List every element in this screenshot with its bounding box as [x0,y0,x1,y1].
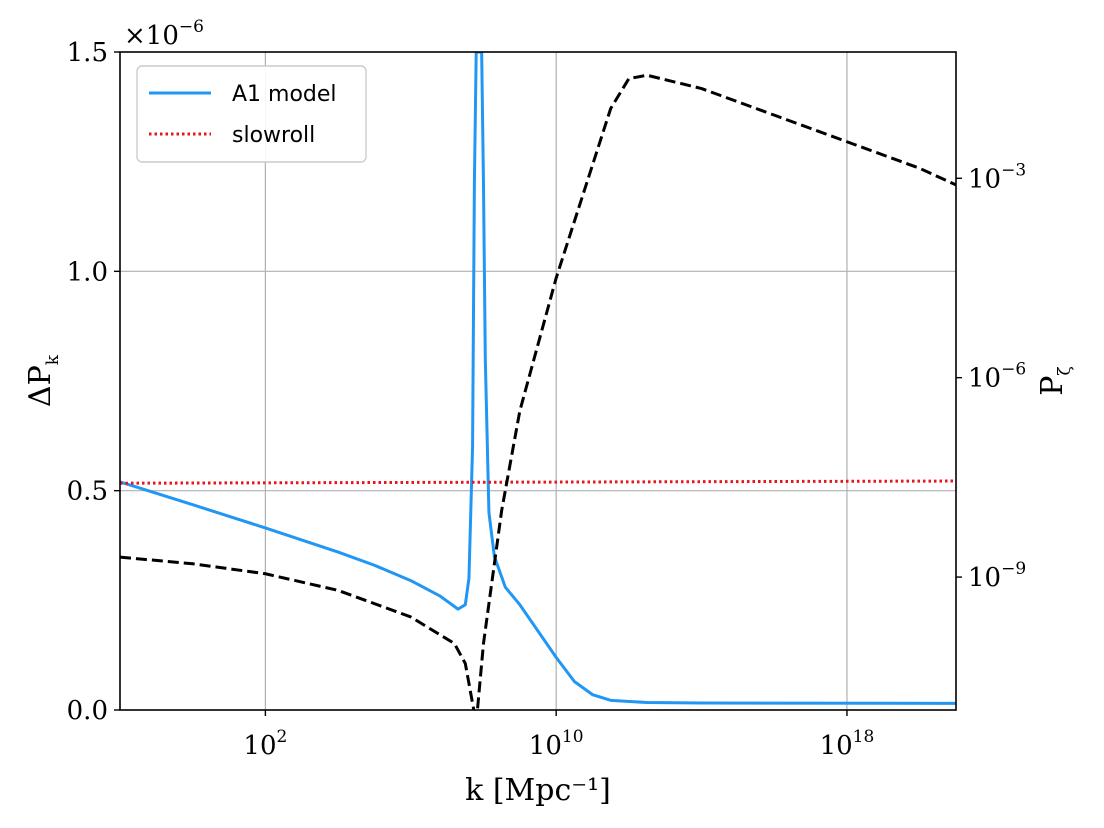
x-tick-label-base: 10 [529,731,562,761]
x-axis-label: k [Mpc⁻¹] [465,773,611,808]
plot-frame [119,51,957,711]
y-tick-label-right-exp: −6 [1001,360,1026,380]
y-axis-label-left: ΔPk [23,354,63,407]
legend-label-slowroll: slowroll [232,123,315,148]
y-tick-label-left: 1.5 [67,38,108,68]
series-line-a1-model [120,52,956,705]
y-tick-label-right-base: 10 [968,563,1001,593]
x-tick-label-exp: 2 [277,727,288,747]
x-tick-label-base: 10 [820,731,853,761]
y-tick-label-left: 1.0 [67,257,108,287]
y-axis-label-left-main: ΔP [23,365,58,407]
x-tick-label-exp: 18 [853,727,875,747]
series-layer [120,52,956,710]
series-line-p-zeta [120,73,956,710]
y-tick-label-right: 10−3 [968,160,1026,194]
y-tick-label-left: 0.0 [67,696,108,726]
legend-box [136,65,367,163]
y-tick-label-right-base: 10 [968,164,1001,194]
legend-label-a1-model: A1 model [232,82,337,107]
y-tick-label-right: 10−6 [968,360,1026,394]
series-line-slowroll [120,479,956,485]
y-axis-label-right-main: P [1035,376,1070,396]
x-tick-label: 102 [243,727,287,761]
x-tick-label: 1018 [820,727,875,761]
left-scale-exp: −6 [179,17,204,37]
legend: A1 model slowroll [136,65,367,163]
x-tick-label: 1010 [529,727,584,761]
x-tick-label-base: 10 [243,731,276,761]
left-scale-base: ×10 [124,21,179,51]
y-tick-label-left: 0.5 [67,477,108,507]
y-axis-label-right-sub: ζ [1055,366,1075,375]
x-tick-label-exp: 10 [562,727,584,747]
y-tick-label-right: 10−9 [968,559,1026,593]
y-axis-label-right: Pζ [1035,366,1075,395]
y-tick-label-right-exp: −9 [1001,559,1026,579]
y-axis-label-left-sub: k [43,354,63,365]
left-scale-label: ×10−6 [124,17,204,51]
y-tick-label-right-exp: −3 [1001,160,1026,180]
y-tick-label-right-base: 10 [968,364,1001,394]
